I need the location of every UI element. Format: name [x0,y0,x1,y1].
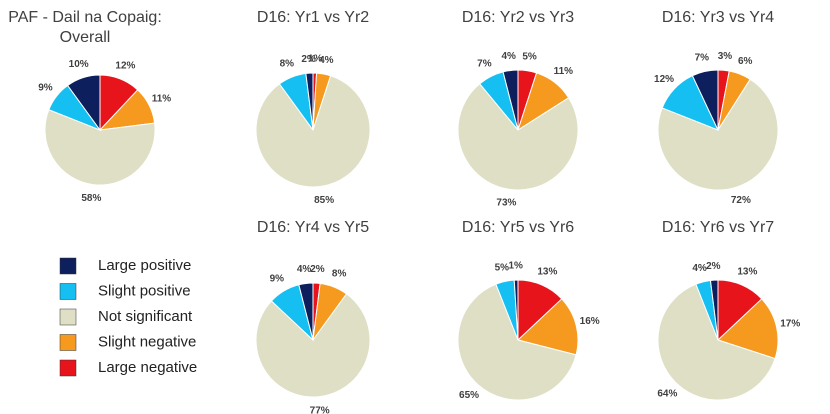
pie-slice [717,298,779,360]
value-label: 12% [654,74,674,85]
value-label: 9% [38,82,53,93]
value-label: 4% [501,51,516,62]
chart-title: D16: Yr2 vs Yr3 [461,9,575,26]
legend-label: Large positive [98,257,191,274]
pie-slice [709,279,719,341]
pie-slice [657,283,776,401]
value-label: 2% [301,54,316,65]
chart-title: D16: Yr1 vs Yr2 [256,9,370,26]
value-label: 64% [657,389,677,400]
value-label: 1% [308,54,323,65]
value-label: 2% [706,261,721,272]
value-label: 10% [69,59,89,70]
pie-slice [691,69,719,131]
value-label: 73% [496,198,516,209]
pie-slice [516,298,579,356]
chart-title: D16: Yr3 vs Yr4 [661,9,775,26]
pie-slice [255,293,371,398]
value-label: 7% [695,52,710,63]
legend-label: Slight positive [98,282,191,299]
chart-title: D16: Yr6 vs Yr7 [661,219,775,236]
value-label: 12% [115,60,135,71]
value-label: 4% [319,55,334,66]
value-label: 8% [280,59,295,70]
value-label: 4% [297,264,312,275]
value-label: 7% [477,59,492,70]
chart-title: D16: Yr5 vs Yr6 [461,219,575,236]
pie-slice [457,283,577,401]
value-label: 13% [537,267,557,278]
value-label: 5% [495,262,510,273]
pie-slice [305,72,314,131]
chart-title: PAF - Dail na Copaig: Overall [8,9,162,46]
value-label: 6% [738,56,753,67]
value-label: 77% [310,405,330,414]
value-label: 65% [459,390,479,401]
value-label: 58% [81,193,101,204]
legend-swatch [59,283,77,300]
pie-slice [66,74,101,132]
value-label: 72% [731,195,751,206]
value-label: 16% [580,316,600,327]
value-label: 4% [692,263,707,274]
value-label: 9% [270,274,285,285]
value-label: 3% [718,51,733,62]
value-label: 1% [508,261,523,272]
pie-slice [44,109,156,186]
pie-slice [657,78,779,191]
legend-label: Not significant [98,308,193,325]
value-label: 11% [152,93,172,104]
legend-label: Large negative [98,359,197,376]
value-label: 5% [522,52,537,63]
legend-swatch [59,334,77,351]
value-label: 8% [332,269,347,280]
pie-slice [513,279,519,341]
pie-slice [255,75,371,188]
pie-slice [298,282,314,341]
value-label: 13% [737,267,757,278]
legend-label: Slight negative [98,333,196,350]
legend-swatch [59,257,77,275]
value-label: 2% [310,264,325,275]
pie-slice [502,69,519,131]
legend-swatch [59,359,77,377]
value-label: 17% [780,318,800,329]
value-label: 85% [314,195,334,206]
value-label: 11% [554,66,574,77]
legend-swatch [59,308,77,326]
chart-title: D16: Yr4 vs Yr5 [256,219,370,236]
pie-slice [457,83,579,191]
